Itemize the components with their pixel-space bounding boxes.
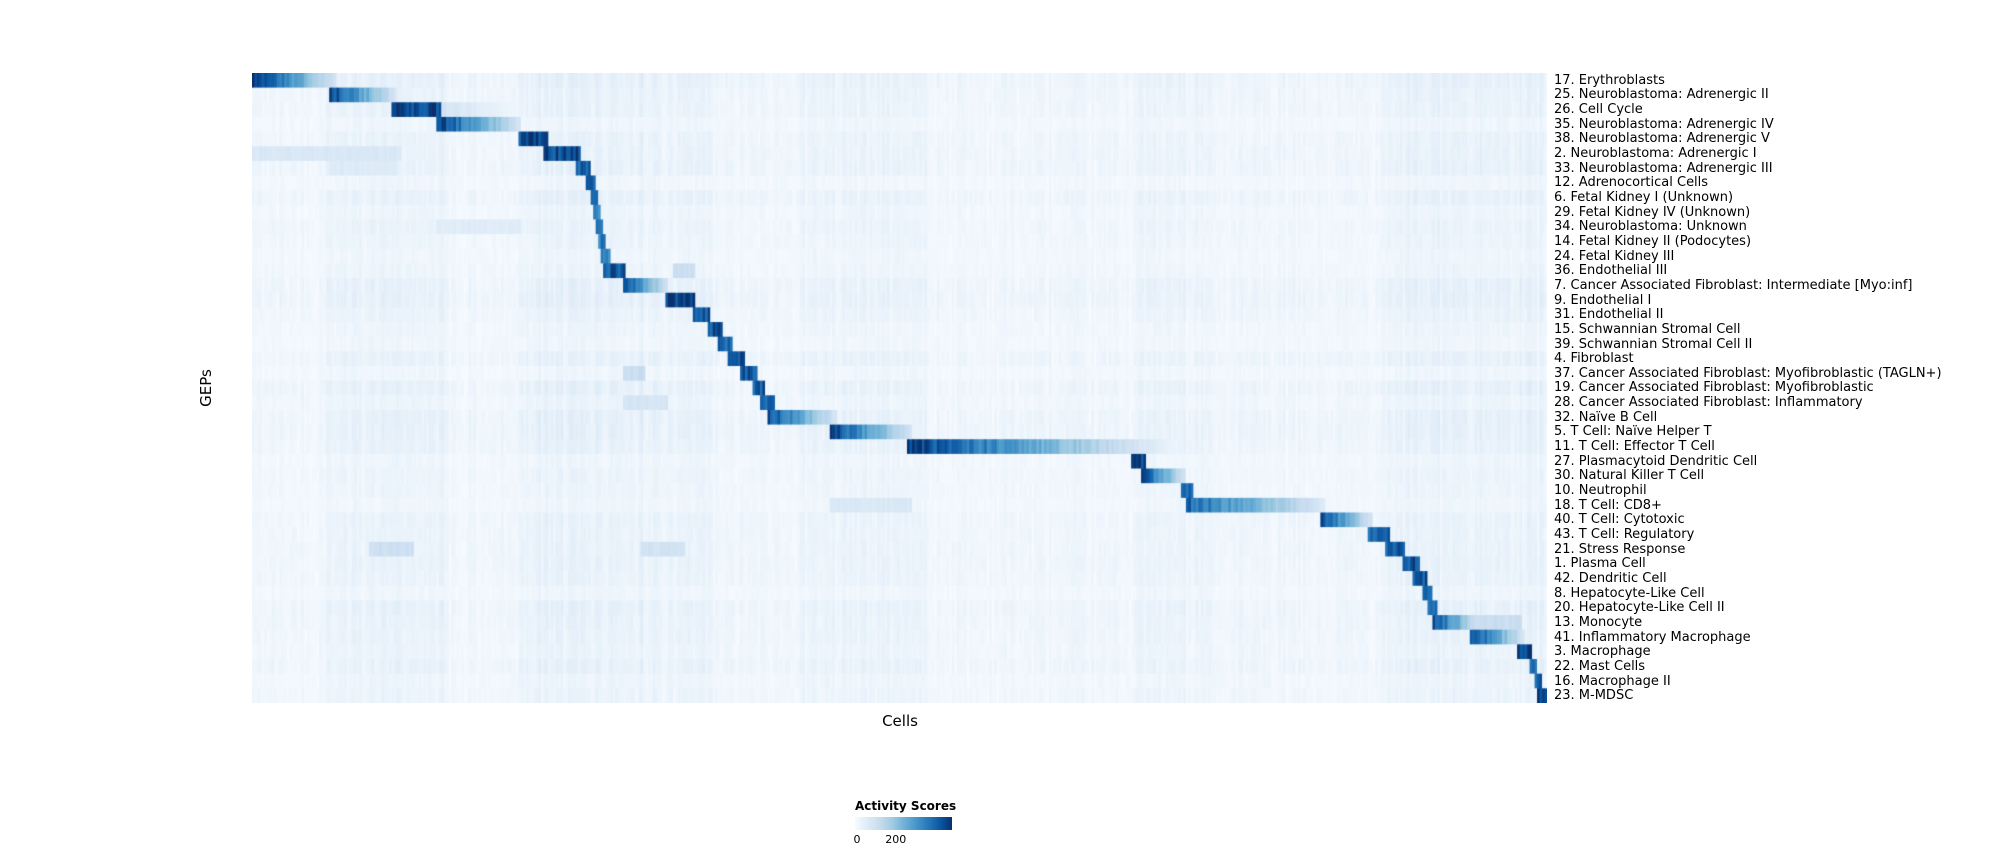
row-label: 8. Hepatocyte-Like Cell: [1554, 585, 1705, 601]
y-axis-label: GEPs: [197, 369, 215, 407]
row-label: 20. Hepatocyte-Like Cell II: [1554, 600, 1725, 616]
row-label: 1. Plasma Cell: [1554, 556, 1646, 572]
colorbar-gradient: [855, 817, 952, 830]
row-label: 30. Natural Killer T Cell: [1554, 468, 1705, 484]
row-label: 7. Cancer Associated Fibroblast: Interme…: [1554, 277, 1913, 293]
row-label: 35. Neuroblastoma: Adrenergic IV: [1554, 116, 1774, 132]
row-label: 43. T Cell: Regulatory: [1554, 526, 1695, 542]
colorbar-tick-max: 200: [885, 833, 907, 846]
row-label: 21. Stress Response: [1554, 541, 1686, 557]
row-label: 33. Neuroblastoma: Adrenergic III: [1554, 160, 1773, 176]
row-label: 24. Fetal Kidney III: [1554, 248, 1675, 264]
row-label: 14. Fetal Kidney II (Podocytes): [1554, 233, 1752, 249]
row-label: 38. Neuroblastoma: Adrenergic V: [1554, 131, 1770, 147]
row-label: 19. Cancer Associated Fibroblast: Myofib…: [1554, 380, 1874, 396]
row-label: 37. Cancer Associated Fibroblast: Myofib…: [1554, 365, 1942, 381]
row-label: 39. Schwannian Stromal Cell II: [1554, 336, 1753, 352]
row-label: 34. Neuroblastoma: Unknown: [1554, 219, 1747, 235]
row-label: 16. Macrophage II: [1554, 673, 1671, 689]
row-label: 18. T Cell: CD8+: [1554, 497, 1662, 513]
row-label: 17. Erythroblasts: [1554, 72, 1665, 88]
row-label: 9. Endothelial I: [1554, 292, 1652, 308]
row-label: 29. Fetal Kidney IV (Unknown): [1554, 204, 1751, 220]
row-label: 4. Fibroblast: [1554, 351, 1634, 367]
heatmap-canvas: [252, 73, 1547, 703]
row-label: 25. Neuroblastoma: Adrenergic II: [1554, 87, 1769, 103]
colorbar-legend: Activity Scores 0 200: [853, 799, 1015, 847]
row-label: 32. Naïve B Cell: [1554, 409, 1658, 425]
row-label: 42. Dendritic Cell: [1554, 570, 1667, 586]
row-label: 22. Mast Cells: [1554, 658, 1646, 674]
colorbar-tick-min: 0: [853, 833, 861, 846]
row-label: 13. Monocyte: [1554, 614, 1643, 630]
row-label: 26. Cell Cycle: [1554, 102, 1643, 118]
row-label: 31. Endothelial II: [1554, 307, 1664, 323]
row-label: 15. Schwannian Stromal Cell: [1554, 321, 1741, 337]
row-label: 10. Neutrophil: [1554, 483, 1647, 499]
row-label: 6. Fetal Kidney I (Unknown): [1554, 190, 1734, 206]
row-label: 27. Plasmacytoid Dendritic Cell: [1554, 453, 1758, 469]
row-label: 12. Adrenocortical Cells: [1554, 175, 1709, 191]
row-label: 5. T Cell: Naïve Helper T: [1554, 424, 1712, 440]
row-label: 41. Inflammatory Macrophage: [1554, 629, 1751, 645]
legend-title: Activity Scores: [855, 799, 957, 813]
row-label: 36. Endothelial III: [1554, 263, 1668, 279]
row-label: 28. Cancer Associated Fibroblast: Inflam…: [1554, 395, 1863, 411]
row-label: 23. M-MDSC: [1554, 688, 1634, 704]
row-label: 3. Macrophage: [1554, 644, 1651, 660]
row-label: 40. T Cell: Cytotoxic: [1554, 512, 1685, 528]
row-labels: 17. Erythroblasts 25. Neuroblastoma: Adre…: [1554, 73, 2004, 703]
row-label: 2. Neuroblastoma: Adrenergic I: [1554, 146, 1757, 162]
row-label: 11. T Cell: Effector T Cell: [1554, 439, 1715, 455]
colorbar-ticks: 0 200: [853, 833, 952, 847]
x-axis-label: Cells: [882, 712, 918, 730]
